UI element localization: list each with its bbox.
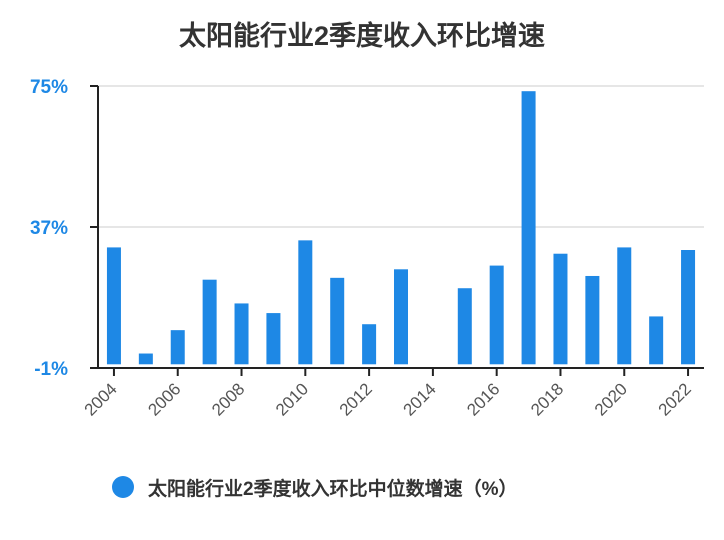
bar-2006 xyxy=(170,330,185,365)
bar-2018 xyxy=(553,253,568,365)
bar-2020 xyxy=(617,247,632,365)
legend-swatch xyxy=(112,476,134,498)
bar-2012 xyxy=(362,324,377,365)
legend: 太阳能行业2季度收入环比中位数增速（%） xyxy=(112,474,517,500)
bar-2008 xyxy=(234,303,249,365)
bar-2022 xyxy=(681,250,696,365)
y-tick-label: 37% xyxy=(30,218,68,239)
bars xyxy=(106,91,696,365)
bar-2019 xyxy=(585,275,600,365)
x-tick-label: 2008 xyxy=(208,379,248,419)
x-tick-label: 2016 xyxy=(463,379,503,419)
y-tick-label: 75% xyxy=(30,77,68,98)
x-tick-label: 2018 xyxy=(527,379,567,419)
bar-2015 xyxy=(457,288,472,365)
bar-2013 xyxy=(394,269,408,365)
bar-2016 xyxy=(489,265,504,365)
bar-2017 xyxy=(521,91,536,365)
chart-title: 太阳能行业2季度收入环比增速 xyxy=(178,21,545,51)
bar-2021 xyxy=(649,316,664,365)
bar-2011 xyxy=(330,277,345,365)
x-tick-label: 2012 xyxy=(336,379,376,419)
axes xyxy=(90,85,704,376)
x-tick-labels: 2004 2006 2008 2010 2012 2014 2016 2018 2020 2022 xyxy=(81,379,695,419)
bar-2005 xyxy=(138,353,153,365)
x-tick-label: 2006 xyxy=(144,379,184,419)
x-tick-label: 2010 xyxy=(272,379,312,419)
bar-2007 xyxy=(202,279,217,365)
x-tick-label: 2004 xyxy=(81,379,121,419)
bar-2004 xyxy=(106,247,121,365)
x-tick-label: 2022 xyxy=(655,379,695,419)
bar-2009 xyxy=(266,313,281,365)
x-tick-label: 2014 xyxy=(400,379,440,419)
grid-lines xyxy=(98,85,704,228)
bar-2010 xyxy=(298,240,313,365)
y-tick-labels: 75% 37% -1% xyxy=(30,77,68,380)
x-tick-label: 2020 xyxy=(591,379,631,419)
y-tick-label: -1% xyxy=(34,359,68,380)
legend-label: 太阳能行业2季度收入环比中位数增速（%） xyxy=(148,478,518,500)
